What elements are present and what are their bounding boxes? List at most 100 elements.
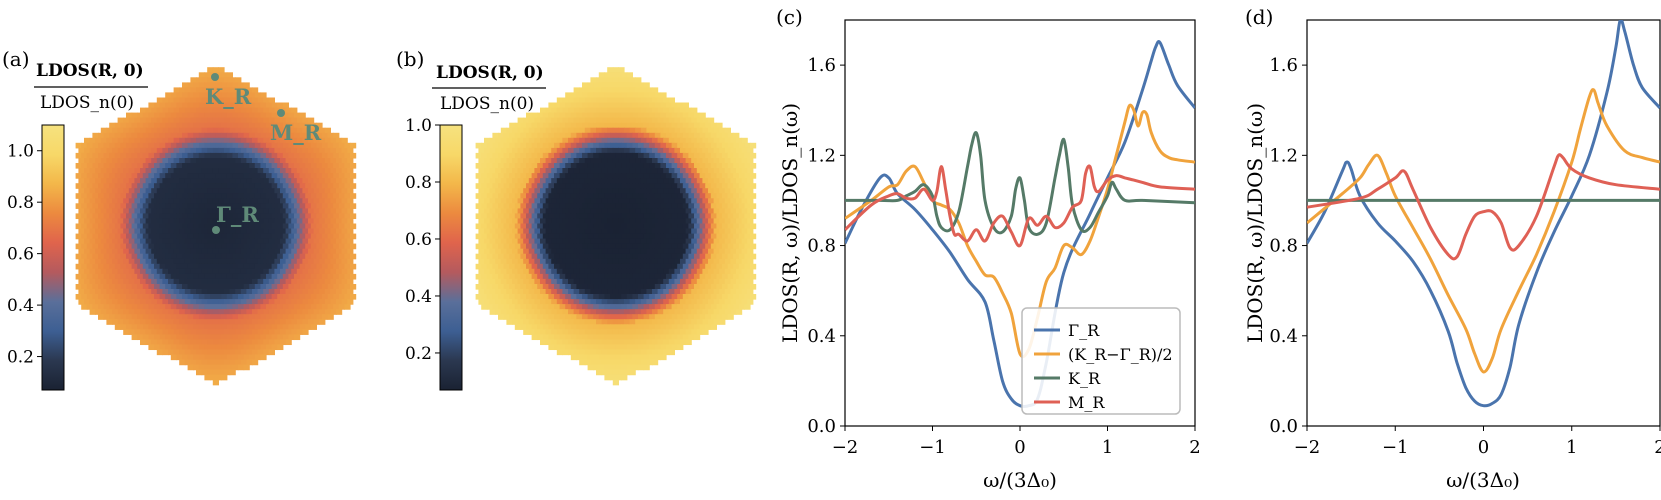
ldos-pixel bbox=[517, 238, 524, 245]
ldos-pixel bbox=[288, 173, 295, 179]
ldos-pixel bbox=[350, 183, 357, 189]
ldos-pixel bbox=[114, 152, 121, 159]
ldos-pixel bbox=[81, 142, 88, 149]
ldos-pixel bbox=[170, 344, 177, 351]
ldos-pixel bbox=[741, 238, 748, 245]
ldos-pixel bbox=[744, 193, 751, 199]
colorbar-tick-label: 0.4 bbox=[7, 296, 34, 316]
ldos-pixel bbox=[193, 193, 200, 199]
ldos-pixel bbox=[618, 87, 625, 94]
ldos-pixel bbox=[498, 314, 505, 320]
ldos-pixel bbox=[554, 203, 561, 209]
ldos-pixel bbox=[277, 334, 284, 341]
ldos-pixel bbox=[604, 233, 611, 240]
ldos-pixel bbox=[221, 354, 228, 361]
ldos-pixel bbox=[738, 183, 745, 189]
ldos-pixel bbox=[182, 223, 189, 230]
ldos-pixel bbox=[218, 87, 225, 94]
ldos-pixel bbox=[89, 147, 96, 154]
ldos-pixel bbox=[514, 213, 521, 220]
ldos-pixel bbox=[302, 137, 309, 144]
ldos-pixel bbox=[747, 268, 754, 275]
ldos-pixel bbox=[635, 158, 642, 164]
ldos-pixel bbox=[604, 163, 611, 169]
ldos-pixel bbox=[545, 299, 552, 305]
ldos-pixel bbox=[140, 208, 147, 215]
ldos-pixel bbox=[190, 218, 197, 225]
legend-label: K_R bbox=[1068, 369, 1101, 388]
ldos-pixel bbox=[232, 304, 239, 310]
ldos-pixel bbox=[336, 228, 343, 235]
ldos-pixel bbox=[699, 213, 706, 220]
ldos-pixel bbox=[246, 188, 253, 194]
ldos-pixel bbox=[486, 304, 493, 310]
ldos-pixel bbox=[190, 268, 197, 275]
ldos-pixel bbox=[694, 152, 701, 159]
ldos-pixel bbox=[512, 198, 519, 204]
ldos-pixel bbox=[305, 163, 312, 169]
ldos-pixel bbox=[484, 268, 491, 275]
ldos-pixel bbox=[263, 339, 270, 346]
ldos-pixel bbox=[176, 304, 183, 310]
ldos-pixel bbox=[305, 122, 312, 129]
ldos-pixel bbox=[142, 132, 149, 139]
ldos-pixel bbox=[319, 258, 326, 265]
ldos-pixel bbox=[663, 238, 670, 245]
ldos-pixel bbox=[134, 319, 141, 325]
ldos-pixel bbox=[103, 173, 110, 179]
ldos-pixel bbox=[235, 208, 242, 215]
ldos-pixel bbox=[299, 223, 306, 230]
ldos-pixel bbox=[551, 289, 558, 295]
ldos-pixel bbox=[305, 203, 312, 209]
ldos-pixel bbox=[632, 284, 639, 290]
ldos-pixel bbox=[733, 243, 740, 250]
ldos-pixel bbox=[750, 203, 757, 209]
ldos-pixel bbox=[520, 193, 527, 199]
ldos-pixel bbox=[562, 147, 569, 154]
ldos-pixel bbox=[78, 147, 85, 154]
ldos-pixel bbox=[514, 163, 521, 169]
ldos-pixel bbox=[224, 208, 231, 215]
ldos-pixel bbox=[140, 198, 147, 204]
ldos-pixel bbox=[615, 233, 622, 240]
ldos-pixel bbox=[540, 218, 547, 225]
ldos-pixel bbox=[120, 324, 127, 330]
ldos-pixel bbox=[699, 173, 706, 179]
ldos-pixel bbox=[702, 117, 709, 124]
ldos-pixel bbox=[554, 253, 561, 260]
ldos-pixel bbox=[537, 112, 544, 119]
ldos-pixel bbox=[598, 223, 605, 230]
ldos-pixel bbox=[280, 339, 287, 346]
ldos-pixel bbox=[562, 329, 569, 335]
ldos-pixel bbox=[173, 158, 180, 164]
ldos-pixel bbox=[322, 273, 329, 280]
ldos-pixel bbox=[212, 137, 219, 144]
ldos-pixel bbox=[173, 228, 180, 235]
ldos-pixel bbox=[173, 349, 180, 356]
ldos-pixel bbox=[268, 218, 275, 225]
ldos-pixel bbox=[319, 218, 326, 225]
ldos-pixel bbox=[193, 112, 200, 119]
ldos-pixel bbox=[100, 188, 107, 194]
ldos-pixel bbox=[145, 248, 152, 255]
ldos-pixel bbox=[682, 102, 689, 109]
ldos-pixel bbox=[528, 289, 535, 295]
ldos-pixel bbox=[489, 258, 496, 265]
ldos-pixel bbox=[708, 127, 715, 134]
ldos-pixel bbox=[330, 268, 337, 275]
ldos-pixel bbox=[271, 142, 278, 149]
ldos-pixel bbox=[288, 142, 295, 149]
ldos-pixel bbox=[78, 188, 85, 194]
ldos-pixel bbox=[705, 304, 712, 310]
ldos-pixel bbox=[294, 163, 301, 169]
ldos-pixel bbox=[193, 294, 200, 300]
ldos-pixel bbox=[179, 218, 186, 225]
ldos-pixel bbox=[198, 102, 205, 109]
ldos-pixel bbox=[156, 258, 163, 265]
ldos-pixel bbox=[736, 238, 743, 245]
ldos-pixel bbox=[168, 299, 175, 305]
ldos-pixel bbox=[506, 258, 513, 265]
ldos-pixel bbox=[582, 314, 589, 320]
ldos-pixel bbox=[106, 278, 113, 285]
ldos-pixel bbox=[168, 289, 175, 295]
